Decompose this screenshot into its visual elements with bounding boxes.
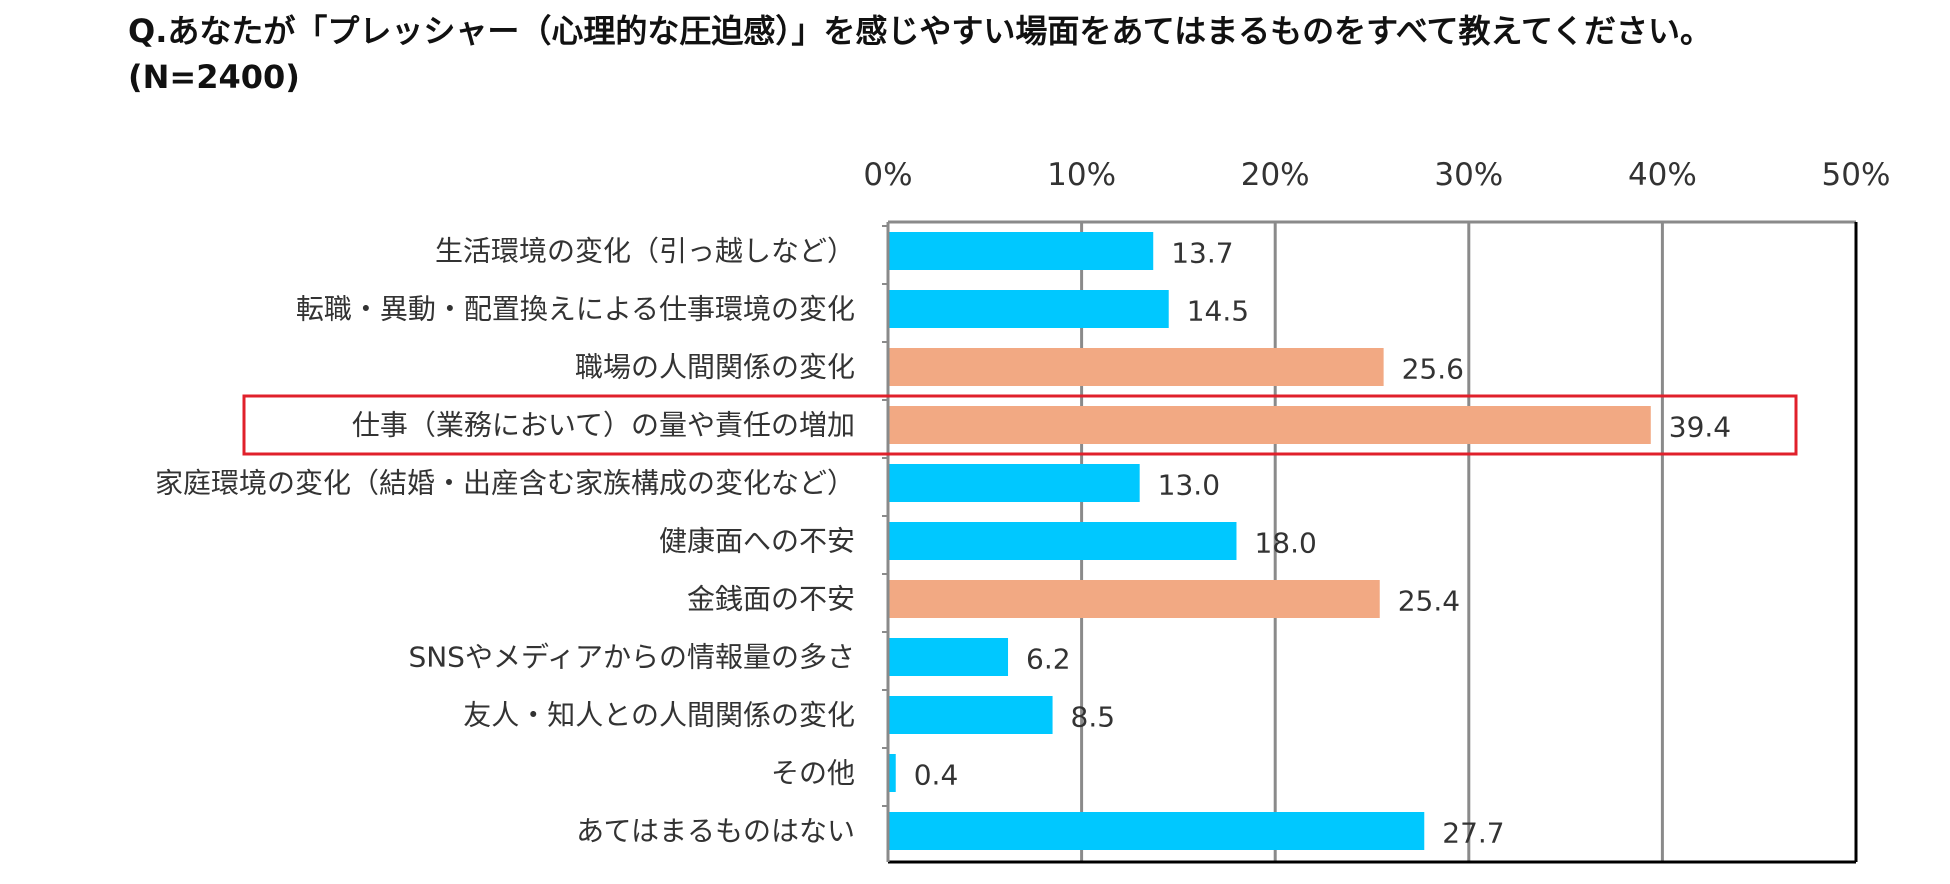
question-title: Q.あなたが「プレッシャー（心理的な圧迫感）」を感じやすい場面をあてはまるものを… — [128, 8, 1938, 100]
value-label: 27.7 — [1442, 817, 1504, 850]
bar — [888, 580, 1380, 618]
category-label: 職場の人間関係の変化 — [575, 351, 855, 384]
category-label: SNSやメディアからの情報量の多さ — [408, 641, 855, 674]
x-tick-label: 10% — [1047, 157, 1116, 193]
category-label: あてはまるものはない — [576, 815, 855, 848]
bar — [888, 638, 1009, 676]
category-label: 金銭面の不安 — [687, 583, 855, 616]
question-line-1: Q.あなたが「プレッシャー（心理的な圧迫感）」を感じやすい場面をあてはまるものを… — [128, 12, 1713, 50]
x-tick-label: 40% — [1628, 157, 1697, 193]
value-label: 13.0 — [1158, 469, 1220, 502]
category-label: 健康面への不安 — [659, 525, 855, 558]
x-tick-label: 0% — [863, 157, 912, 193]
value-label: 25.6 — [1402, 353, 1464, 386]
bar — [888, 406, 1651, 444]
category-label: 友人・知人との人間関係の変化 — [463, 699, 855, 732]
question-sample-size: (N=2400) — [128, 58, 300, 96]
bar — [888, 290, 1169, 328]
category-label: 家庭環境の変化（結婚・出産含む家族構成の変化など） — [155, 467, 855, 500]
category-label: その他 — [771, 757, 855, 790]
bar — [888, 812, 1425, 850]
highlight-box — [242, 394, 1798, 456]
x-tick-label: 20% — [1241, 157, 1310, 193]
bar — [888, 696, 1053, 734]
bar — [888, 522, 1237, 560]
value-label: 18.0 — [1254, 527, 1316, 560]
x-tick-label: 50% — [1822, 157, 1891, 193]
category-label: 生活環境の変化（引っ越しなど） — [435, 235, 855, 268]
value-label: 25.4 — [1398, 585, 1460, 618]
category-label: 転職・異動・配置換えによる仕事環境の変化 — [296, 293, 855, 326]
value-label: 0.4 — [914, 759, 959, 792]
x-tick-label: 30% — [1434, 157, 1503, 193]
bar — [888, 464, 1140, 502]
value-label: 39.4 — [1669, 411, 1731, 444]
category-label: 仕事（業務において）の量や責任の増加 — [352, 409, 855, 442]
bar — [888, 348, 1384, 386]
value-label: 8.5 — [1071, 701, 1116, 734]
value-label: 13.7 — [1171, 237, 1233, 270]
value-label: 14.5 — [1187, 295, 1249, 328]
bar — [888, 754, 896, 792]
bar — [888, 232, 1154, 270]
value-label: 6.2 — [1026, 643, 1071, 676]
